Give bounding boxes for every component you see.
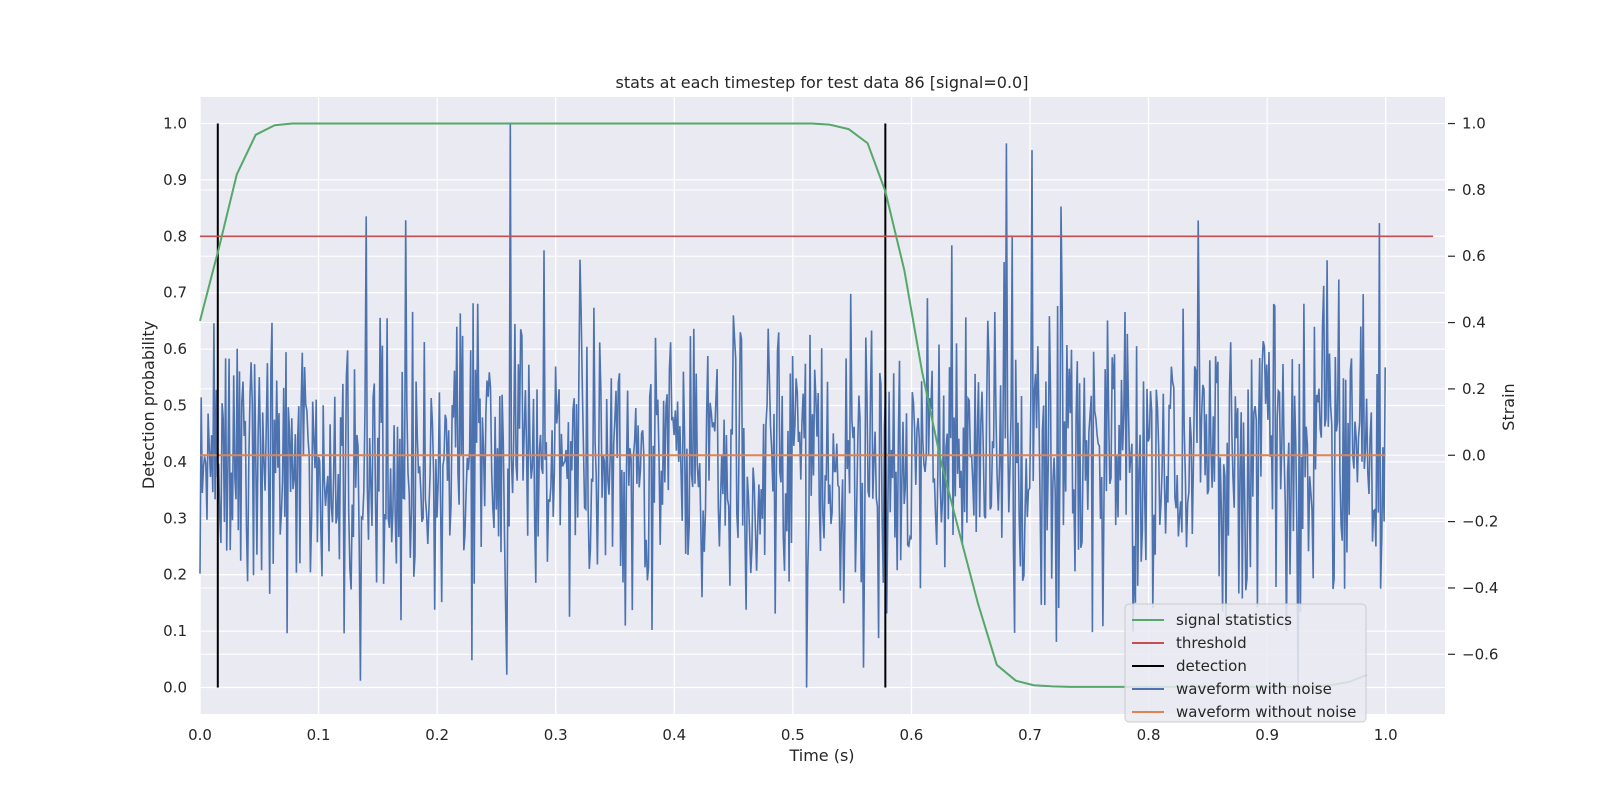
y-left-tick-label: 1.0: [163, 115, 187, 133]
x-tick-label: 0.6: [899, 726, 923, 744]
x-tick-label: 0.7: [1018, 726, 1042, 744]
y-axis-label-right: Strain: [1499, 383, 1518, 430]
x-tick-label: 0.3: [544, 726, 568, 744]
y-left-tick-label: 0.7: [163, 284, 187, 302]
y-left-tick-label: 0.3: [163, 509, 187, 527]
y-right-tick-label: −0.4: [1462, 579, 1498, 597]
y-right-tick-label: 0.8: [1462, 181, 1486, 199]
legend-label: signal statistics: [1176, 611, 1292, 629]
x-tick-label: 1.0: [1374, 726, 1398, 744]
y-right-tick-label: −0.2: [1462, 513, 1498, 531]
y-left-tick-label: 0.1: [163, 622, 187, 640]
y-right-tick-label: 0.4: [1462, 314, 1486, 332]
x-tick-label: 0.5: [781, 726, 805, 744]
legend-label: detection: [1176, 657, 1247, 675]
y-left-tick-label: 0.6: [163, 340, 187, 358]
legend-label: waveform with noise: [1176, 680, 1332, 698]
y-right-tick-label: 0.0: [1462, 446, 1486, 464]
legend-label: threshold: [1176, 634, 1247, 652]
y-right-tick-label: −0.6: [1462, 645, 1498, 663]
y-left-tick-label: 0.8: [163, 227, 187, 245]
y-left-tick-label: 0.4: [163, 453, 187, 471]
axes: 0.0 0.1 0.2 0.3 0.4 0.5 0.6 0.7 0.8 0.9 1.0 0.0 0.1 0…: [163, 115, 1498, 744]
legend-box: [1124, 603, 1367, 723]
y-left-tick-label: 0.9: [163, 171, 187, 189]
x-axis-label: Time (s): [788, 746, 854, 765]
legend: signal statistics threshold detection wavef…: [1124, 603, 1367, 723]
x-tick-label: 0.4: [662, 726, 686, 744]
x-tick-label: 0.8: [1137, 726, 1161, 744]
y-left-tick-label: 0.2: [163, 566, 187, 584]
x-tick-label: 0.0: [188, 726, 212, 744]
legend-label: waveform without noise: [1176, 703, 1356, 721]
y-right-tick-label: 0.2: [1462, 380, 1486, 398]
series-waveform-with-noise: [199, 123, 1386, 688]
x-tick-label: 0.2: [425, 726, 449, 744]
x-tick-label: 0.1: [307, 726, 331, 744]
y-axis-label-left: Detection probability: [139, 321, 158, 489]
y-left-tick-label: 0.0: [163, 678, 187, 696]
y-left-tick-label: 0.5: [163, 397, 187, 415]
chart-title: stats at each timestep for test data 86 …: [616, 73, 1029, 92]
y-right-tick-label: 0.6: [1462, 247, 1486, 265]
y-right-tick-label: 1.0: [1462, 115, 1486, 133]
x-tick-label: 0.9: [1255, 726, 1279, 744]
